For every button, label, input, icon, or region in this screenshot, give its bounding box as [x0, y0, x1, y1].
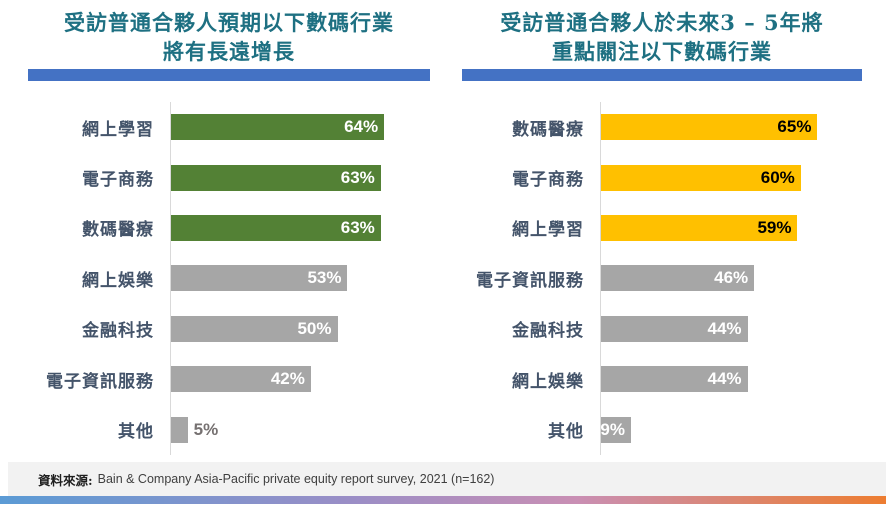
category-label: 網上學習 [512, 220, 584, 241]
bar: 44% [601, 366, 748, 393]
category-label: 電子資訊服務 [476, 270, 584, 291]
category-label: 金融科技 [512, 321, 584, 342]
bar-row: 電子商務 60% [462, 152, 862, 203]
bar: 59% [601, 214, 798, 241]
value-label: 5% [193, 419, 219, 439]
bar-track: 50% [170, 303, 430, 354]
value-label: 53% [307, 268, 342, 288]
left-chart-title-line1: 受訪普通合夥人預期以下數碼行業 [64, 10, 394, 35]
category-label: 其他 [118, 422, 154, 443]
bar-track: 44% [600, 353, 862, 405]
bar-track: 59% [600, 202, 862, 254]
bar: 53% [171, 265, 348, 292]
bar [171, 416, 188, 443]
bar: 65% [601, 114, 818, 141]
bar-row: 數碼醫療 63% [28, 202, 430, 254]
bar-track: 53% [170, 253, 430, 304]
bar-track: 65% [600, 102, 862, 153]
category-label: 數碼醫療 [512, 119, 584, 140]
category-label: 網上學習 [82, 119, 154, 140]
bar: 9% [600, 416, 631, 443]
bar-row: 網上學習 59% [462, 202, 862, 254]
value-label: 63% [340, 217, 375, 237]
category-label: 電子商務 [512, 170, 584, 191]
bar: 44% [601, 315, 748, 342]
bar-row: 金融科技 50% [28, 303, 430, 354]
bar-row: 電子資訊服務 46% [462, 253, 862, 304]
value-label: 60% [760, 167, 795, 187]
right-chart-title-line2: 重點關注以下數碼行業 [552, 39, 772, 64]
bar-row: 金融科技 44% [462, 303, 862, 354]
bar-track: 63% [170, 202, 430, 254]
bar-row: 電子商務 63% [28, 152, 430, 203]
bar-track: 9% [600, 404, 862, 455]
bar-track: 44% [600, 303, 862, 354]
category-label: 網上娛樂 [82, 270, 154, 291]
bar-track: 46% [600, 253, 862, 304]
category-label: 電子商務 [82, 170, 154, 191]
right-chart-panel: 受訪普通合夥人於未來3 – 5年將 重點關注以下數碼行業 數碼醫療 65% 電子商務… [462, 8, 862, 455]
bar: 63% [171, 164, 381, 191]
bottom-gradient-bar [0, 496, 886, 504]
bar-track: 60% [600, 152, 862, 203]
bar-track: 42% [170, 353, 430, 405]
bar-row: 其他 5% [28, 404, 430, 455]
value-label: 64% [344, 117, 379, 137]
left-chart-title: 受訪普通合夥人預期以下數碼行業 將有長遠增長 [28, 8, 430, 66]
bar-track: 63% [170, 152, 430, 203]
bar: 46% [601, 265, 755, 292]
value-label: 9% [600, 419, 625, 439]
bar: 60% [601, 164, 801, 191]
left-title-underline [28, 69, 430, 81]
source-text: Bain & Company Asia-Pacific private equi… [97, 472, 495, 486]
category-label: 金融科技 [82, 321, 154, 342]
bar-row: 網上學習 64% [28, 102, 430, 153]
category-label: 電子資訊服務 [46, 371, 154, 392]
bar-row: 網上娛樂 53% [28, 253, 430, 304]
left-chart-rows: 網上學習 64% 電子商務 63% 數碼醫療 63% 網上娛樂 53% 金融科技 50% 電子資訊服… [28, 102, 430, 455]
right-chart-title: 受訪普通合夥人於未來3 – 5年將 重點關注以下數碼行業 [462, 8, 862, 66]
bar-track: 64% [170, 102, 430, 153]
left-chart-title-line2: 將有長遠增長 [163, 39, 295, 64]
value-label: 46% [714, 268, 749, 288]
value-label: 63% [340, 167, 375, 187]
value-label: 44% [707, 318, 742, 338]
source-footer: 資料來源: Bain & Company Asia-Pacific privat… [8, 462, 886, 496]
value-label: 42% [270, 369, 305, 389]
value-label: 44% [707, 369, 742, 389]
source-label: 資料來源: [38, 472, 93, 488]
bar-row: 網上娛樂 44% [462, 353, 862, 405]
category-label: 網上娛樂 [512, 371, 584, 392]
bar-track: 5% [170, 404, 430, 455]
category-label: 數碼醫療 [82, 220, 154, 241]
category-label: 其他 [548, 422, 584, 443]
bar: 63% [171, 214, 381, 241]
right-chart-rows: 數碼醫療 65% 電子商務 60% 網上學習 59% 電子資訊服務 46% 金融科技 44% 網上娛… [462, 102, 862, 455]
right-chart-title-line1: 受訪普通合夥人於未來3 – 5年將 [500, 10, 824, 35]
right-title-underline [462, 69, 862, 81]
left-chart-panel: 受訪普通合夥人預期以下數碼行業 將有長遠增長 網上學習 64% 電子商務 63% 數碼醫… [28, 8, 430, 455]
bar: 50% [171, 315, 338, 342]
value-label: 59% [757, 217, 792, 237]
value-label: 50% [297, 318, 332, 338]
bar-row: 電子資訊服務 42% [28, 353, 430, 405]
bar: 64% [171, 114, 385, 141]
value-label: 65% [777, 117, 812, 137]
bar-row: 數碼醫療 65% [462, 102, 862, 153]
bar: 42% [171, 366, 311, 393]
bar-row: 其他 9% [462, 404, 862, 455]
